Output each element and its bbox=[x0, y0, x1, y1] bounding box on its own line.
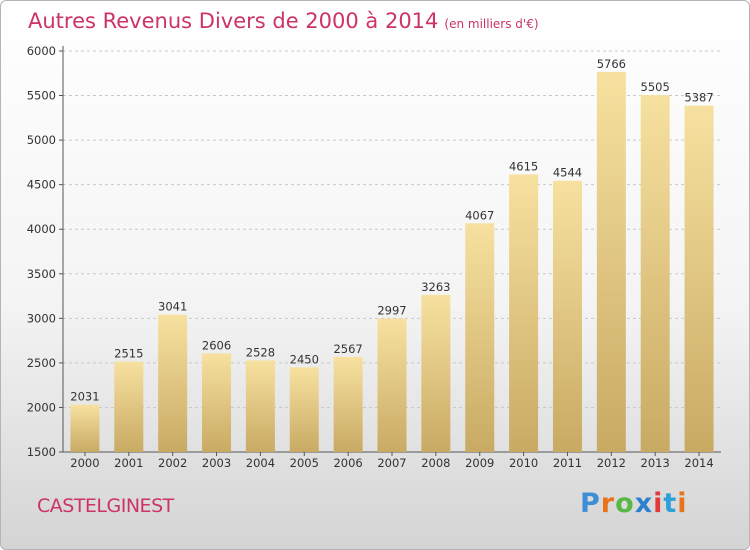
bar-2000 bbox=[70, 404, 100, 452]
x-tick-label: 2006 bbox=[333, 456, 362, 470]
bar-2001 bbox=[114, 361, 144, 452]
x-tick-label: 2001 bbox=[114, 456, 143, 470]
x-tick-label: 2003 bbox=[202, 456, 231, 470]
bar-2007 bbox=[377, 318, 407, 452]
bar-value-label: 2997 bbox=[377, 304, 406, 318]
y-tick-label: 5500 bbox=[27, 89, 56, 103]
x-tick-label: 2007 bbox=[377, 456, 406, 470]
bar-value-label: 4615 bbox=[509, 159, 538, 173]
bar-value-label: 2567 bbox=[333, 342, 362, 356]
bar-2006 bbox=[333, 356, 363, 452]
logo-letter: o bbox=[615, 488, 635, 519]
y-tick-label: 5000 bbox=[27, 133, 56, 147]
y-tick-label: 4000 bbox=[27, 222, 56, 236]
bar-2012 bbox=[596, 71, 626, 453]
bar-value-label: 4067 bbox=[465, 208, 494, 222]
x-tick-label: 2005 bbox=[290, 456, 319, 470]
bar-2011 bbox=[552, 180, 582, 452]
bar-value-label: 2450 bbox=[290, 352, 319, 366]
bar-2010 bbox=[509, 174, 539, 452]
y-tick-label: 3000 bbox=[27, 311, 56, 325]
bar-2003 bbox=[202, 353, 232, 452]
bar-value-label: 2606 bbox=[202, 338, 231, 352]
logo-letter: i bbox=[653, 488, 664, 519]
bar-2005 bbox=[289, 367, 319, 452]
bar-value-label: 5387 bbox=[684, 91, 713, 105]
x-tick-label: 2004 bbox=[246, 456, 275, 470]
y-tick-label: 6000 bbox=[27, 44, 56, 58]
logo-letter: P bbox=[580, 488, 601, 519]
logo-letter: t bbox=[663, 488, 678, 519]
bar-value-label: 3041 bbox=[158, 300, 187, 314]
bar-value-label: 2528 bbox=[246, 345, 275, 359]
y-tick-label: 3500 bbox=[27, 267, 56, 281]
bar-value-label: 2031 bbox=[70, 390, 99, 404]
bar-2004 bbox=[245, 360, 275, 452]
logo-letter: r bbox=[600, 488, 616, 519]
bar-value-label: 4544 bbox=[553, 166, 582, 180]
x-tick-label: 2010 bbox=[509, 456, 538, 470]
bar-value-label: 3263 bbox=[421, 280, 450, 294]
bar-2009 bbox=[465, 223, 495, 452]
logo-letter: i bbox=[677, 488, 688, 519]
x-tick-label: 2013 bbox=[641, 456, 670, 470]
logo-letter: x bbox=[634, 488, 654, 519]
proxiti-logo: Proxiti bbox=[580, 488, 688, 519]
chart-title: Autres Revenus Divers de 2000 à 2014 (en … bbox=[28, 9, 539, 33]
x-tick-label: 2000 bbox=[70, 456, 99, 470]
chart-title-text: Autres Revenus Divers de 2000 à 2014 bbox=[28, 9, 439, 33]
bars bbox=[70, 71, 714, 453]
x-tick-label: 2002 bbox=[158, 456, 187, 470]
bar-2014 bbox=[684, 105, 714, 452]
y-tick-label: 2000 bbox=[27, 400, 56, 414]
x-tick-label: 2009 bbox=[465, 456, 494, 470]
x-tick-label: 2014 bbox=[684, 456, 713, 470]
bar-value-label: 5766 bbox=[597, 57, 626, 71]
x-tick-label: 2008 bbox=[421, 456, 450, 470]
y-tick-label: 4500 bbox=[27, 178, 56, 192]
location-name: CASTELGINEST bbox=[37, 495, 174, 517]
bar-2008 bbox=[421, 294, 451, 452]
bar-value-label: 2515 bbox=[114, 347, 143, 361]
bar-2013 bbox=[640, 95, 670, 453]
labels: 1500 2000 2500 3000 3500 4000 4500 5000 5500 6000… bbox=[27, 44, 714, 470]
bar-2002 bbox=[158, 314, 188, 452]
bar-value-label: 5505 bbox=[641, 80, 670, 94]
x-tick-label: 2012 bbox=[597, 456, 626, 470]
y-tick-label: 1500 bbox=[27, 445, 56, 459]
y-tick-label: 2500 bbox=[27, 356, 56, 370]
x-tick-label: 2011 bbox=[553, 456, 582, 470]
chart-subtitle: (en milliers d'€) bbox=[444, 17, 539, 31]
